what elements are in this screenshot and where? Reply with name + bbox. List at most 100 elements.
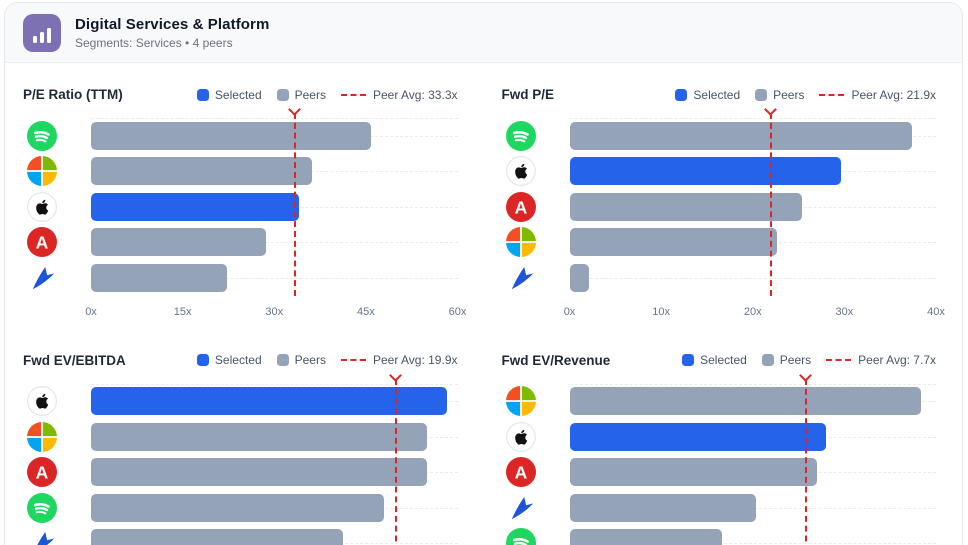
bar-apple-selected (91, 387, 447, 416)
bar-row (502, 225, 937, 261)
x-tick: 20x (743, 305, 762, 318)
chart-legend: Selected Peers Peer Avg: 19.9x (196, 353, 458, 367)
bar-row (23, 189, 458, 225)
bar-row (502, 490, 937, 526)
bar-microsoft (569, 387, 921, 416)
legend-peers[interactable]: Peers (761, 353, 811, 367)
bar-track (569, 387, 937, 416)
legend-selected[interactable]: Selected (675, 88, 740, 102)
chart-title: Fwd EV/EBITDA (23, 352, 126, 368)
bar-plot (23, 378, 458, 545)
bar-adobe (569, 192, 803, 221)
bar-plot (502, 378, 937, 545)
x-axis: 0x 10x 20x 30x 40x (564, 301, 945, 329)
page-subtitle: Segments: Services • 4 peers (75, 35, 233, 50)
bar-track (91, 493, 458, 522)
chart-panel-fwd-ev-ebitda: Fwd EV/EBITDA Selected Peers Peer Avg: 1… (5, 329, 484, 545)
chart-legend: Selected Peers Peer Avg: 7.7x (682, 353, 936, 367)
dashed-line-icon (826, 359, 852, 361)
apple-logo-icon (27, 192, 57, 222)
apple-logo-icon (506, 422, 536, 452)
dashed-line-icon (819, 93, 845, 96)
bar-plot (23, 113, 458, 296)
bar-row (23, 118, 458, 154)
bar-row (502, 526, 937, 545)
bar-row (23, 455, 458, 491)
bar-row (23, 384, 458, 420)
bar-row (502, 384, 937, 420)
x-tick: 15x (173, 305, 192, 318)
spotify-logo-icon (506, 528, 536, 545)
bar-track (91, 529, 458, 545)
microsoft-logo-icon (27, 422, 57, 452)
chart-title: Fwd EV/Revenue (501, 352, 611, 368)
x-tick: 0x (85, 305, 97, 318)
blue-bird-logo-icon (27, 528, 57, 545)
bar-row (23, 526, 458, 545)
blue-bird-logo-icon (506, 263, 536, 293)
bar-row (23, 419, 458, 455)
blue-bird-logo-icon (506, 493, 536, 523)
bar-track (91, 422, 458, 451)
microsoft-logo-icon (27, 156, 57, 186)
chart-legend: Selected Peers Peer Avg: 21.9x (675, 88, 936, 102)
bar-spotify (91, 121, 371, 150)
bar-track (91, 228, 458, 257)
x-tick: 30x (265, 305, 284, 318)
x-tick: 30x (835, 305, 854, 318)
bar-microsoft (91, 157, 313, 186)
dashed-line-icon (340, 93, 366, 96)
legend-peer-avg: Peer Avg: 19.9x (340, 353, 458, 367)
microsoft-logo-icon (506, 227, 536, 257)
chart-legend: Selected Peers Peer Avg: 33.3x (196, 88, 458, 102)
bar-track (91, 157, 458, 186)
legend-peer-avg: Peer Avg: 7.7x (826, 353, 936, 367)
bar-row (502, 189, 937, 225)
bar-bird (91, 529, 343, 545)
bar-spotify (91, 493, 385, 522)
bar-track (569, 157, 937, 186)
x-tick: 45x (357, 305, 375, 318)
microsoft-logo-icon (506, 386, 536, 416)
legend-selected[interactable]: Selected (196, 88, 262, 102)
bar-plot (502, 113, 937, 296)
bar-row (23, 260, 458, 296)
bar-row (502, 260, 937, 296)
selected-swatch-icon (682, 354, 695, 366)
bar-track (569, 192, 937, 221)
x-axis: 0x 15x 30x 45x 60x (85, 301, 466, 329)
bar-bird (569, 263, 589, 292)
bar-track (91, 192, 458, 221)
selected-swatch-icon (196, 354, 209, 366)
bar-apple-selected (91, 192, 300, 221)
bar-track (91, 458, 458, 487)
x-tick: 60x (448, 305, 467, 318)
legend-selected[interactable]: Selected (196, 353, 262, 367)
peer-comparison-card: Digital Services & Platform Segments: Se… (4, 2, 963, 545)
adobe-logo-icon (27, 457, 57, 487)
card-header: Digital Services & Platform Segments: Se… (5, 3, 962, 63)
bar-microsoft (91, 422, 427, 451)
bar-adobe (569, 458, 817, 487)
bar-row (502, 154, 937, 190)
legend-selected[interactable]: Selected (682, 353, 747, 367)
adobe-logo-icon (27, 227, 57, 257)
bar-spotify (569, 529, 723, 545)
legend-peers[interactable]: Peers (755, 88, 804, 102)
bar-spotify (569, 121, 913, 150)
bar-track (91, 387, 458, 416)
legend-peer-avg: Peer Avg: 21.9x (819, 88, 936, 102)
spotify-logo-icon (27, 121, 57, 151)
page-title: Digital Services & Platform (75, 15, 270, 33)
legend-peers[interactable]: Peers (276, 353, 326, 367)
bar-apple-selected (569, 157, 841, 186)
apple-logo-icon (506, 156, 536, 186)
bar-row (502, 419, 937, 455)
bar-track (569, 493, 937, 522)
legend-peers[interactable]: Peers (276, 88, 326, 102)
dashed-line-icon (340, 359, 366, 361)
charts-grid: P/E Ratio (TTM) Selected Peers Peer Avg:… (5, 63, 962, 545)
bar-track (569, 529, 937, 545)
bar-row (23, 154, 458, 190)
